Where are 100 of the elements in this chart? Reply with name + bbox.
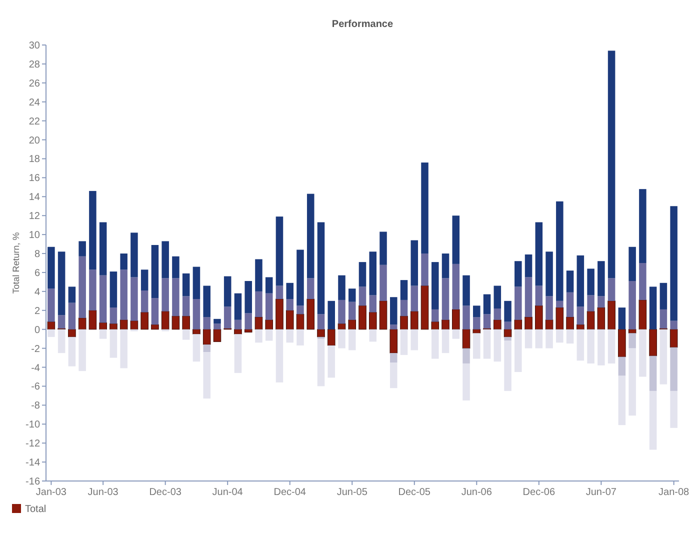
bar [202, 329, 211, 345]
bar [649, 329, 657, 356]
bar [587, 329, 594, 364]
bar [224, 276, 232, 307]
bar [286, 310, 294, 330]
bar [670, 206, 678, 321]
bar [182, 296, 190, 316]
bar [296, 250, 304, 306]
bar [432, 262, 439, 310]
bar [618, 376, 626, 426]
bar [649, 286, 657, 330]
bar [462, 363, 470, 400]
bar [172, 256, 180, 278]
bar [182, 316, 190, 330]
bar [255, 259, 262, 292]
bar [380, 232, 387, 265]
bar [338, 300, 346, 324]
bar [369, 329, 377, 342]
bar [244, 281, 252, 314]
bar [182, 273, 190, 296]
y-tick-label: -2 [31, 344, 40, 355]
chart-title: Performance [332, 19, 394, 30]
bar [586, 311, 595, 330]
bar [172, 278, 180, 316]
bar [380, 264, 387, 301]
bar [276, 329, 284, 382]
bar [140, 290, 148, 312]
x-tick-label: Jan-03 [36, 487, 67, 498]
bar [452, 216, 460, 264]
y-tick-label: 30 [28, 40, 40, 52]
bar [524, 329, 532, 348]
bar [390, 324, 398, 330]
bar [639, 189, 646, 263]
bar [432, 329, 439, 359]
bar [48, 246, 55, 289]
bar [649, 356, 657, 391]
bar [203, 344, 210, 352]
bar [462, 306, 470, 330]
bar [203, 352, 210, 399]
bar [494, 286, 502, 308]
bar [431, 322, 440, 330]
bar [48, 288, 55, 322]
bar [514, 329, 522, 372]
bar [110, 308, 118, 324]
bar [421, 162, 428, 254]
bar [618, 356, 626, 376]
bar [58, 315, 66, 328]
bar [608, 300, 616, 330]
bar [390, 329, 398, 354]
y-tick-label: 0 [34, 324, 40, 336]
bar [276, 286, 284, 300]
bar [670, 320, 678, 330]
bar [546, 252, 553, 296]
bar [99, 222, 107, 276]
bar [514, 286, 522, 320]
x-tick-label: Jan-08 [658, 487, 690, 498]
bar [390, 297, 398, 325]
bar [265, 320, 273, 330]
y-tick-label: -10 [26, 420, 40, 431]
bar [618, 308, 626, 330]
bar [545, 320, 554, 330]
bar [214, 324, 221, 330]
bar [89, 190, 96, 270]
bar [546, 329, 553, 348]
bar [265, 293, 273, 320]
bar [203, 317, 210, 330]
y-tick-label: 18 [28, 154, 40, 166]
bar [638, 300, 647, 330]
bar [130, 232, 138, 278]
bar [421, 254, 428, 286]
bar [58, 329, 66, 354]
bar [151, 244, 159, 298]
bar [504, 322, 512, 330]
bar [410, 240, 418, 286]
bar [78, 329, 86, 372]
bar [296, 314, 304, 330]
bar [78, 241, 86, 256]
bar [68, 329, 76, 338]
y-tick-label: -14 [26, 458, 40, 469]
bar [140, 312, 148, 330]
bar [576, 324, 584, 330]
bar [576, 306, 584, 325]
bar [296, 306, 304, 314]
bar [306, 278, 314, 300]
bar [628, 333, 636, 348]
bar [110, 272, 118, 308]
bar [535, 305, 543, 330]
bar [254, 316, 263, 330]
bar [265, 277, 273, 294]
y-tick-label: 22 [28, 116, 40, 128]
bar [504, 336, 512, 341]
bar [379, 300, 388, 330]
bar [214, 318, 221, 324]
bar [120, 320, 128, 330]
bar [483, 329, 491, 359]
bar [161, 311, 170, 330]
bar [618, 329, 626, 358]
bar [566, 270, 574, 292]
y-axis-title: Total Return, % [11, 232, 21, 294]
bar [504, 329, 512, 338]
